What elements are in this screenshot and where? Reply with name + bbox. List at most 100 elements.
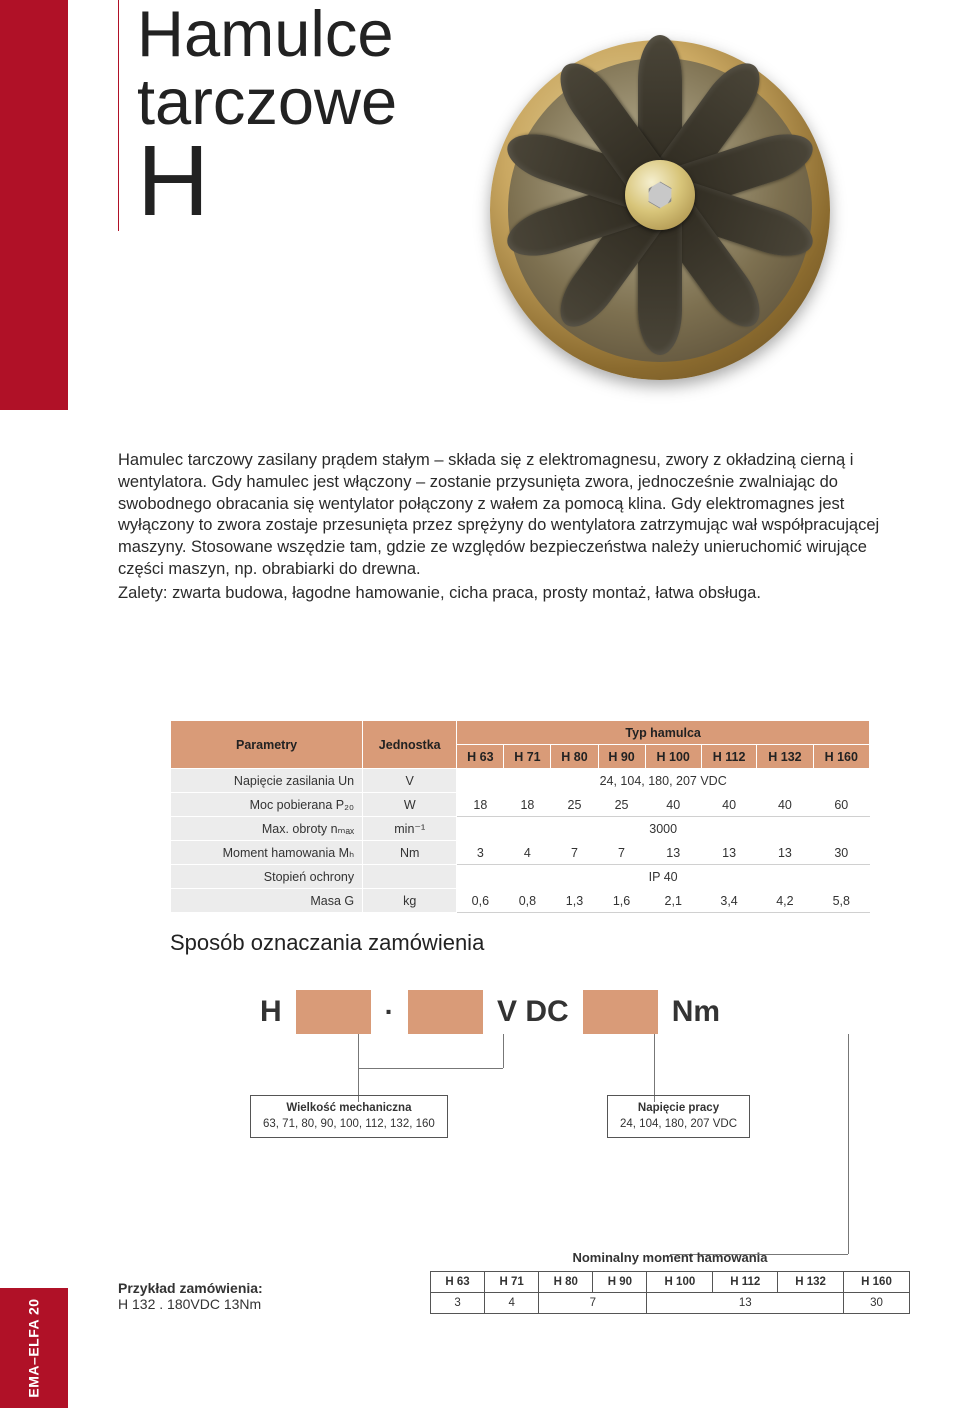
param-value: 13 <box>645 841 701 865</box>
param-value: 1,3 <box>551 889 598 913</box>
connector-line <box>848 1034 849 1254</box>
connector-line <box>654 1034 655 1102</box>
nominal-col: H 71 <box>485 1272 539 1293</box>
order-placeholder-box <box>583 990 658 1034</box>
order-text: Nm <box>672 995 720 1029</box>
param-value: 25 <box>598 793 645 817</box>
order-text: H <box>260 995 282 1029</box>
param-col: H 80 <box>551 745 598 769</box>
connector-line <box>358 1068 503 1069</box>
param-col: H 63 <box>457 745 504 769</box>
order-block: H · V DC Nm <box>260 990 900 1034</box>
connector-line <box>503 1034 504 1068</box>
nominal-col: H 100 <box>647 1272 713 1293</box>
param-unit-header: Jednostka <box>363 721 457 769</box>
nominal-col: H 132 <box>778 1272 844 1293</box>
param-row-label: Napięcie zasilania Un <box>171 769 363 793</box>
param-row-label: Masa G <box>171 889 363 913</box>
param-value: 40 <box>701 793 756 817</box>
annotation-size-title: Wielkość mechaniczna <box>263 1101 435 1117</box>
annotation-voltage: Napięcie pracy 24, 104, 180, 207 VDC <box>607 1095 750 1138</box>
title-block: Hamulce tarczowe H <box>118 0 397 231</box>
order-text: V DC <box>497 995 569 1029</box>
param-value: 3,4 <box>701 889 756 913</box>
page-label-text: EMA–ELFA 20 <box>26 1298 42 1397</box>
title-model: H <box>137 131 397 231</box>
nominal-col: H 90 <box>593 1272 647 1293</box>
param-row-label: Stopień ochrony <box>171 865 363 889</box>
nominal-value: 4 <box>485 1293 539 1314</box>
param-value: 30 <box>813 841 869 865</box>
param-row-label: Moc pobierana P₂₀ <box>171 793 363 817</box>
description-p2: Zalety: zwarta budowa, łagodne hamowanie… <box>118 583 898 605</box>
param-span-value: 24, 104, 180, 207 VDC <box>457 769 870 793</box>
param-value: 5,8 <box>813 889 869 913</box>
nominal-col: H 80 <box>539 1272 593 1293</box>
annotation-size-sub: 63, 71, 80, 90, 100, 112, 132, 160 <box>263 1117 435 1133</box>
example-block: Przykład zamówienia: H 132 . 180VDC 13Nm <box>118 1280 263 1312</box>
description-block: Hamulec tarczowy zasilany prądem stałym … <box>118 450 898 606</box>
param-col: H 100 <box>645 745 701 769</box>
param-col: H 112 <box>701 745 756 769</box>
param-value: 2,1 <box>645 889 701 913</box>
nominal-value: 30 <box>844 1293 910 1314</box>
annotation-voltage-title: Napięcie pracy <box>620 1101 737 1117</box>
description-p1: Hamulec tarczowy zasilany prądem stałym … <box>118 450 898 581</box>
nominal-col: H 63 <box>431 1272 485 1293</box>
param-value: 7 <box>551 841 598 865</box>
order-placeholder-box <box>296 990 371 1034</box>
nominal-value: 7 <box>539 1293 647 1314</box>
nominal-table-wrap: Nominalny moment hamowania H 63H 71H 80H… <box>430 1250 910 1314</box>
nominal-col: H 160 <box>844 1272 910 1293</box>
param-value: 0,8 <box>504 889 551 913</box>
title-line1: Hamulce <box>137 0 393 70</box>
param-value: 1,6 <box>598 889 645 913</box>
param-row-unit <box>363 865 457 889</box>
param-corner: Parametry <box>171 721 363 769</box>
hero-image <box>440 0 880 390</box>
param-value: 3 <box>457 841 504 865</box>
param-value: 18 <box>504 793 551 817</box>
param-value: 18 <box>457 793 504 817</box>
example-value: H 132 . 180VDC 13Nm <box>118 1296 263 1312</box>
annotation-size: Wielkość mechaniczna 63, 71, 80, 90, 100… <box>250 1095 448 1138</box>
nominal-table: H 63H 71H 80H 90H 100H 112H 132H 160 3471… <box>430 1271 910 1314</box>
param-col: H 71 <box>504 745 551 769</box>
page-label: EMA–ELFA 20 <box>0 1288 68 1408</box>
param-col: H 160 <box>813 745 869 769</box>
order-heading: Sposób oznaczania zamówienia <box>170 930 484 956</box>
order-dot: · <box>385 998 394 1026</box>
order-placeholder-box <box>408 990 483 1034</box>
param-value: 13 <box>757 841 813 865</box>
param-value: 60 <box>813 793 869 817</box>
param-value: 4,2 <box>757 889 813 913</box>
example-title: Przykład zamówienia: <box>118 1280 263 1296</box>
param-row-label: Moment hamowania Mₕ <box>171 841 363 865</box>
param-value: 0,6 <box>457 889 504 913</box>
nominal-value: 13 <box>647 1293 844 1314</box>
param-row-label: Max. obroty nₘₐₓ <box>171 817 363 841</box>
param-value: 13 <box>701 841 756 865</box>
param-col: H 132 <box>757 745 813 769</box>
sidebar-red-top <box>0 0 68 410</box>
param-row-unit: kg <box>363 889 457 913</box>
param-value: 40 <box>645 793 701 817</box>
param-col: H 90 <box>598 745 645 769</box>
param-table: ParametryJednostkaTyp hamulcaH 63H 71H 8… <box>170 720 870 913</box>
param-value: 7 <box>598 841 645 865</box>
order-labels: Wielkość mechaniczna 63, 71, 80, 90, 100… <box>200 1095 860 1138</box>
param-value: 25 <box>551 793 598 817</box>
param-row-unit: min⁻¹ <box>363 817 457 841</box>
param-table-wrap: ParametryJednostkaTyp hamulcaH 63H 71H 8… <box>170 720 870 913</box>
param-span-value: 3000 <box>457 817 870 841</box>
nominal-title: Nominalny moment hamowania <box>430 1250 910 1265</box>
param-row-unit: W <box>363 793 457 817</box>
param-row-unit: V <box>363 769 457 793</box>
param-row-unit: Nm <box>363 841 457 865</box>
annotation-voltage-sub: 24, 104, 180, 207 VDC <box>620 1117 737 1133</box>
param-span-value: IP 40 <box>457 865 870 889</box>
nominal-col: H 112 <box>713 1272 778 1293</box>
param-value: 4 <box>504 841 551 865</box>
param-value: 40 <box>757 793 813 817</box>
nominal-value: 3 <box>431 1293 485 1314</box>
